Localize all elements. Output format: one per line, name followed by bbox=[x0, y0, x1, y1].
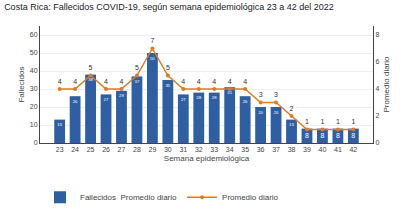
svg-text:60: 60 bbox=[30, 31, 38, 38]
svg-text:4: 4 bbox=[58, 78, 62, 85]
svg-text:Costa Rica: Fallecidos COVID-1: Costa Rica: Fallecidos COVID-19, según s… bbox=[4, 2, 334, 12]
svg-text:8: 8 bbox=[320, 132, 324, 139]
svg-text:20: 20 bbox=[258, 110, 263, 115]
svg-text:2: 2 bbox=[375, 112, 379, 119]
svg-text:26: 26 bbox=[102, 146, 110, 153]
svg-text:50: 50 bbox=[150, 56, 155, 61]
svg-text:38: 38 bbox=[288, 146, 296, 153]
svg-text:13: 13 bbox=[289, 122, 294, 127]
svg-text:27: 27 bbox=[104, 97, 109, 102]
svg-text:1: 1 bbox=[336, 118, 340, 125]
svg-text:27: 27 bbox=[181, 97, 186, 102]
svg-text:3: 3 bbox=[274, 91, 278, 98]
svg-text:50: 50 bbox=[30, 49, 38, 56]
svg-text:32: 32 bbox=[195, 146, 203, 153]
svg-text:4: 4 bbox=[228, 78, 232, 85]
svg-text:6: 6 bbox=[375, 58, 379, 65]
svg-text:Semana epidemiológica: Semana epidemiológica bbox=[164, 154, 250, 163]
svg-text:35: 35 bbox=[241, 146, 249, 153]
svg-text:4: 4 bbox=[73, 78, 77, 85]
svg-text:2: 2 bbox=[290, 105, 294, 112]
svg-text:13: 13 bbox=[57, 122, 62, 127]
svg-text:28: 28 bbox=[133, 146, 141, 153]
svg-text:30: 30 bbox=[30, 85, 38, 92]
svg-text:4: 4 bbox=[181, 78, 185, 85]
svg-text:24: 24 bbox=[71, 146, 79, 153]
svg-text:4: 4 bbox=[104, 78, 108, 85]
svg-text:31: 31 bbox=[227, 90, 232, 95]
svg-text:1: 1 bbox=[351, 118, 355, 125]
svg-text:0: 0 bbox=[34, 139, 38, 146]
svg-text:0: 0 bbox=[375, 139, 379, 146]
svg-text:28: 28 bbox=[212, 95, 217, 100]
svg-text:23: 23 bbox=[56, 146, 64, 153]
svg-text:5: 5 bbox=[135, 64, 139, 71]
svg-text:10: 10 bbox=[30, 121, 38, 128]
svg-text:8: 8 bbox=[351, 132, 355, 139]
svg-text:4: 4 bbox=[375, 85, 379, 92]
svg-text:33: 33 bbox=[210, 146, 218, 153]
svg-text:26: 26 bbox=[243, 99, 248, 104]
svg-text:40: 40 bbox=[319, 146, 327, 153]
svg-text:36: 36 bbox=[257, 146, 265, 153]
svg-text:30: 30 bbox=[164, 146, 172, 153]
svg-text:8: 8 bbox=[375, 31, 379, 38]
svg-text:42: 42 bbox=[349, 146, 357, 153]
svg-text:4: 4 bbox=[120, 78, 124, 85]
svg-text:20: 20 bbox=[30, 103, 38, 110]
svg-text:40: 40 bbox=[30, 67, 38, 74]
svg-text:5: 5 bbox=[166, 64, 170, 71]
svg-text:20: 20 bbox=[274, 110, 279, 115]
svg-text:38: 38 bbox=[88, 77, 93, 82]
svg-text:25: 25 bbox=[87, 146, 95, 153]
svg-text:1: 1 bbox=[305, 118, 309, 125]
svg-text:Fallecidos: Fallecidos bbox=[17, 66, 26, 102]
svg-text:8: 8 bbox=[336, 132, 340, 139]
svg-text:Fallecidos Promedio diario: Fallecidos Promedio diario bbox=[80, 193, 177, 202]
svg-text:35: 35 bbox=[165, 83, 170, 88]
svg-text:Promedio diario: Promedio diario bbox=[222, 193, 279, 202]
svg-text:3: 3 bbox=[259, 91, 263, 98]
svg-text:8: 8 bbox=[305, 132, 309, 139]
svg-text:37: 37 bbox=[272, 146, 280, 153]
svg-text:37: 37 bbox=[135, 79, 140, 84]
svg-text:4: 4 bbox=[243, 78, 247, 85]
svg-text:29: 29 bbox=[149, 146, 157, 153]
svg-text:34: 34 bbox=[226, 146, 234, 153]
svg-text:5: 5 bbox=[89, 64, 93, 71]
svg-text:1: 1 bbox=[320, 118, 324, 125]
svg-text:29: 29 bbox=[119, 93, 124, 98]
svg-text:28: 28 bbox=[196, 95, 201, 100]
svg-text:31: 31 bbox=[179, 146, 187, 153]
svg-text:26: 26 bbox=[73, 99, 78, 104]
svg-text:Promedio diario: Promedio diario bbox=[382, 56, 391, 113]
svg-text:7: 7 bbox=[150, 37, 154, 44]
svg-text:41: 41 bbox=[334, 146, 342, 153]
svg-text:39: 39 bbox=[303, 146, 311, 153]
svg-text:27: 27 bbox=[118, 146, 126, 153]
svg-text:4: 4 bbox=[212, 78, 216, 85]
svg-text:4: 4 bbox=[197, 78, 201, 85]
